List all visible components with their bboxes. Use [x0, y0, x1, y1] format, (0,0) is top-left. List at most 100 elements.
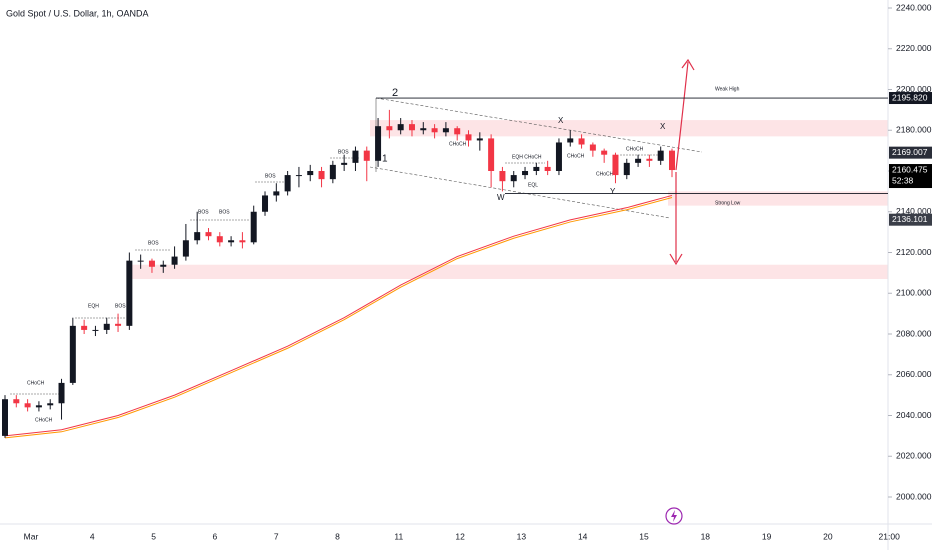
candle-body	[205, 232, 212, 237]
y-tick-label: 2180.000	[896, 125, 932, 135]
candle-body	[646, 158, 653, 161]
candle-body	[262, 195, 269, 212]
x-tick-label: 12	[455, 531, 465, 541]
candle-body	[408, 124, 415, 131]
wave-label: X	[558, 116, 564, 125]
candle-body	[544, 166, 551, 171]
wave-label: 1	[382, 154, 388, 165]
candle-body	[24, 403, 31, 408]
moving-average	[4, 197, 673, 439]
candle-body	[420, 128, 427, 131]
y-tick-label: 2040.000	[896, 410, 932, 420]
candle-body	[35, 405, 42, 408]
price-label-box	[889, 92, 932, 105]
x-tick-label: 18	[701, 531, 711, 541]
candle-body	[228, 240, 235, 243]
candle-body	[533, 166, 540, 171]
channel-top	[375, 97, 703, 153]
candle-body	[239, 240, 246, 243]
y-tick-label: 2020.000	[896, 451, 932, 461]
wave-label: X	[660, 122, 666, 131]
candle-body	[137, 260, 144, 262]
candle-body	[182, 240, 189, 257]
candle-body	[431, 128, 438, 133]
candle-body	[295, 175, 302, 177]
level-label: Weak High	[715, 86, 740, 92]
note: CHoCH	[27, 380, 45, 386]
y-tick-label: 2200.000	[896, 84, 932, 94]
candle-body	[465, 134, 472, 141]
replay-icon[interactable]	[665, 507, 683, 525]
candle-body	[284, 175, 291, 192]
y-tick-label: 2120.000	[896, 247, 932, 257]
candle-body	[363, 150, 370, 161]
candle-body	[375, 126, 382, 161]
candle-body	[635, 158, 642, 163]
note: CHoCH	[596, 171, 614, 177]
note: CHoCH	[626, 146, 644, 152]
candle-body	[510, 175, 517, 182]
candle-body	[669, 150, 675, 171]
x-tick-label: 20	[823, 531, 833, 541]
price-axis: 2000.000 2020.000 2040.000 2060.000 2080.000…	[24, 2, 932, 541]
price-label: 2136.101	[892, 214, 928, 224]
note: EQH CHoCH	[512, 154, 542, 160]
y-tick-label: 2220.000	[896, 43, 932, 53]
candle-body	[397, 124, 404, 131]
x-tick-label: 14	[578, 531, 588, 541]
note: BOS	[219, 209, 230, 215]
x-tick-label: 15	[639, 531, 649, 541]
note: BOS	[338, 149, 349, 155]
zone	[668, 191, 888, 206]
candle-body	[148, 260, 155, 267]
candle-body	[623, 162, 630, 176]
x-tick-label: 11	[394, 531, 403, 541]
wave-label: Y	[610, 187, 616, 196]
candle-body	[273, 191, 280, 196]
note: CHoCH	[35, 417, 53, 423]
y-tick-label: 2140.000	[896, 206, 932, 216]
zones	[130, 120, 888, 279]
y-tick-label: 2000.000	[896, 491, 932, 501]
note: CHoCH	[449, 141, 467, 147]
candle-body	[13, 399, 20, 404]
candle-body	[454, 128, 461, 135]
note: EQL	[528, 182, 538, 188]
x-tick-label: 13	[517, 531, 527, 541]
candle-body	[160, 264, 167, 267]
candle-body	[69, 325, 76, 383]
candle-body	[386, 126, 393, 131]
price-label: 2160.475	[892, 164, 928, 174]
price-label-box	[889, 146, 932, 159]
x-tick-label: 5	[151, 531, 156, 541]
candle-body	[589, 144, 596, 151]
candle-body	[522, 171, 529, 176]
note: CHoCH	[567, 153, 585, 159]
candle-body	[578, 138, 585, 145]
annotations: 2 1 X X W Y EQL BOS BOS BOS BOS BOS BOS …	[27, 87, 666, 423]
candle-body	[318, 171, 325, 180]
price-label: 2195.820	[892, 92, 928, 102]
x-tick-label: 21:00	[879, 531, 901, 541]
candle-body	[499, 171, 506, 182]
note: BOS	[115, 303, 126, 309]
candle-body	[92, 329, 99, 331]
x-tick-label: Mar	[24, 531, 39, 541]
x-tick-label: 6	[213, 531, 218, 541]
candle-body	[126, 260, 133, 326]
x-tick-label: 4	[90, 531, 95, 541]
candle-body	[476, 138, 483, 141]
candle-body	[2, 399, 8, 436]
candle-body	[194, 232, 201, 241]
icon-bolt[interactable]	[671, 510, 677, 522]
candle-body	[216, 236, 223, 243]
note: BOS	[198, 209, 209, 215]
wave-label: W	[497, 193, 505, 202]
note: BOS	[265, 173, 276, 179]
arrow-up	[675, 61, 689, 171]
candle-body	[250, 211, 257, 243]
candle-body	[442, 128, 449, 133]
x-tick-label: 19	[762, 531, 772, 541]
x-tick-label: 8	[335, 531, 340, 541]
